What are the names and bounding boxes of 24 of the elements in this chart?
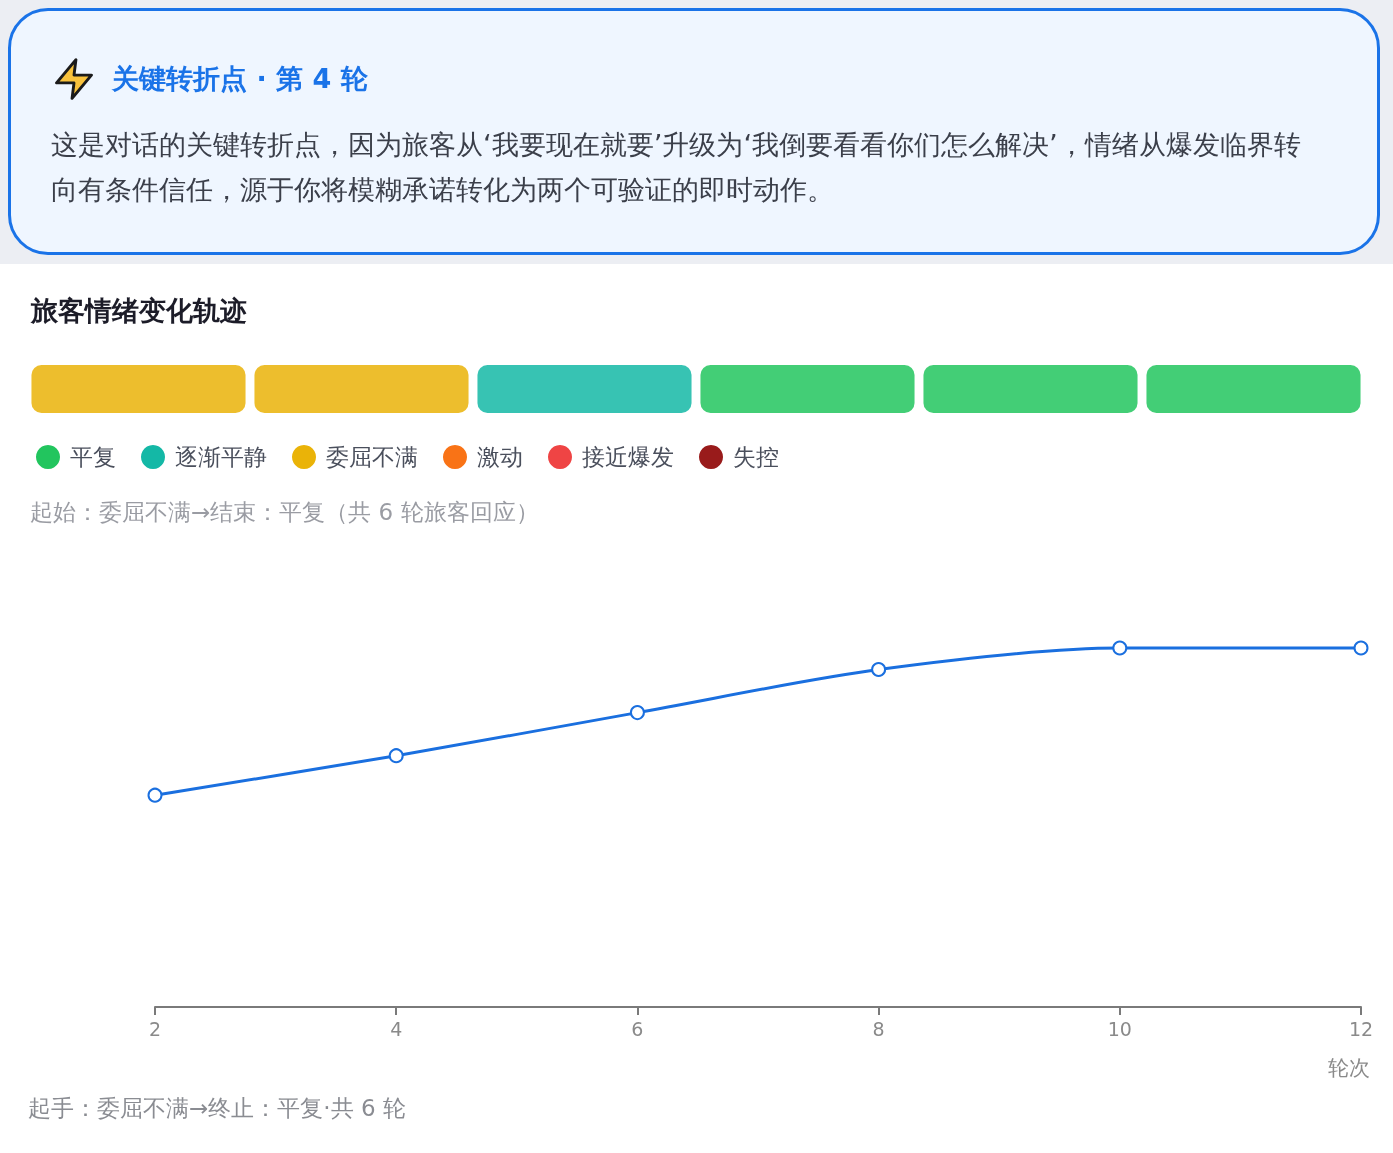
text: 这是对话的关键转折点，因为旅客从‘我要现在就要’升级为‘我倒要看看你们怎么解决’，情绪从爆发临界转向有条件信任，源于你将模糊承诺转化为两个可验证的即时动作。 (51, 128, 1302, 207)
point (871, 662, 887, 678)
point (388, 748, 404, 764)
x-tick-label: 4 (390, 1017, 403, 1040)
legend-label: 委屈不满 (326, 444, 418, 470)
legend-label: 逐渐平静 (175, 444, 267, 470)
chart-title: 旅客情绪变化轨迹 (31, 294, 247, 328)
text: 起始：委屈不满→结束：平复（共 6 轮旅客回应） (30, 498, 539, 527)
x-tick-label: 8 (872, 1017, 885, 1040)
text: 关键转折点 · 第 4 轮 (112, 62, 368, 96)
legend-label: 失控 (733, 444, 779, 470)
x-tick-label: 2 (148, 1017, 162, 1040)
point (1112, 640, 1128, 656)
point (1353, 640, 1369, 656)
legend-label: 接近爆发 (582, 444, 674, 470)
x-tick-label: 10 (1107, 1017, 1132, 1040)
point (147, 787, 163, 803)
x-tick-label: 12 (1348, 1017, 1374, 1040)
x-axis-title: 轮次 (1328, 1055, 1370, 1080)
legend-label: 激动 (477, 444, 523, 470)
x-tick-label: 6 (631, 1017, 644, 1040)
legend-label: 平复 (70, 444, 116, 470)
point (629, 705, 645, 721)
text: 起手：委屈不满→终止：平复·共 6 轮 (28, 1094, 406, 1123)
